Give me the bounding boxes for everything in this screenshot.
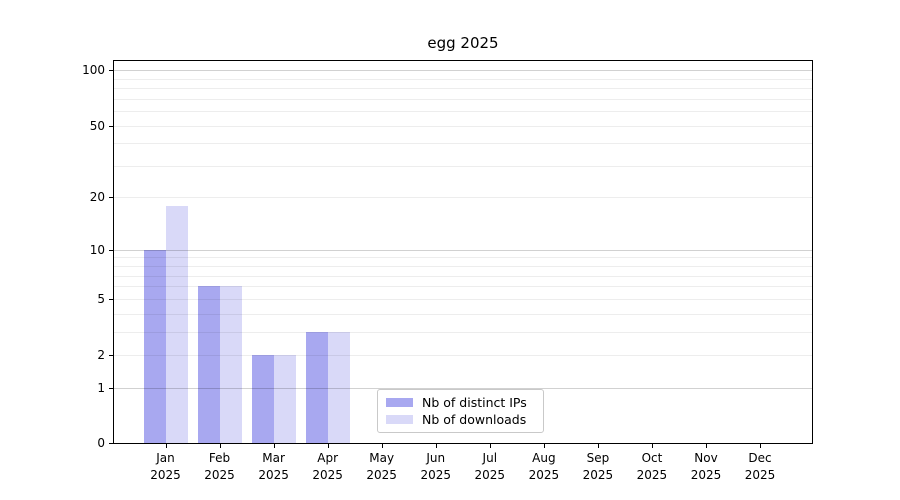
y-tick-label: 0 bbox=[97, 436, 105, 450]
x-tick bbox=[165, 444, 167, 448]
y-gridline-minor bbox=[114, 88, 812, 89]
y-tick-label: 1 bbox=[97, 380, 105, 395]
y-tick bbox=[109, 70, 113, 72]
y-tick bbox=[109, 443, 113, 444]
x-tick-label: Apr 2025 bbox=[312, 451, 343, 482]
x-tick-label: Dec 2025 bbox=[744, 451, 776, 482]
y-tick-label: 20 bbox=[89, 190, 105, 205]
bar-distinct-ips-feb bbox=[197, 286, 220, 443]
legend-entry-distinct-ips: Nb of distinct IPs bbox=[386, 395, 535, 410]
legend-label-downloads: Nb of downloads bbox=[422, 412, 527, 428]
y-gridline-minor bbox=[114, 276, 812, 277]
bar-distinct-ips-mar bbox=[251, 355, 274, 443]
y-tick bbox=[109, 197, 113, 199]
x-tick bbox=[651, 444, 653, 448]
y-tick bbox=[109, 298, 113, 300]
x-tick bbox=[219, 444, 221, 448]
y-tick-label: 10 bbox=[89, 242, 105, 257]
x-tick-label: Aug 2025 bbox=[528, 451, 560, 482]
y-gridline-minor bbox=[114, 266, 812, 267]
y-gridline-minor bbox=[114, 99, 812, 100]
y-gridline-minor bbox=[114, 126, 812, 127]
x-tick bbox=[760, 444, 762, 448]
bar-distinct-ips-jan bbox=[143, 249, 166, 443]
y-gridline-minor bbox=[114, 111, 812, 112]
y-gridline-minor bbox=[114, 332, 812, 333]
y-gridline-major bbox=[114, 388, 812, 389]
plot-area bbox=[113, 60, 813, 444]
x-tick-label: Feb 2025 bbox=[204, 451, 235, 482]
x-tick-label: Oct 2025 bbox=[636, 451, 668, 482]
bar-distinct-ips-apr bbox=[305, 331, 328, 443]
y-gridline-major bbox=[114, 250, 812, 251]
x-tick bbox=[597, 444, 599, 448]
bar-downloads-feb bbox=[219, 286, 242, 443]
x-tick-label: Jul 2025 bbox=[474, 451, 506, 482]
y-tick-label: 5 bbox=[97, 291, 105, 306]
y-tick bbox=[109, 249, 113, 251]
x-tick-label: Nov 2025 bbox=[690, 451, 722, 482]
y-gridline-major bbox=[114, 70, 812, 71]
x-tick-label: Mar 2025 bbox=[258, 451, 289, 482]
y-tick bbox=[109, 387, 113, 389]
y-gridline-minor bbox=[114, 166, 812, 167]
legend-entry-downloads: Nb of downloads bbox=[386, 412, 535, 427]
legend-swatch-distinct-ips-icon bbox=[386, 397, 413, 407]
y-gridline-minor bbox=[114, 286, 812, 287]
x-tick bbox=[381, 444, 383, 448]
x-tick bbox=[273, 444, 275, 448]
x-tick bbox=[706, 444, 707, 448]
y-gridline-minor bbox=[114, 257, 812, 258]
y-tick-label: 100 bbox=[82, 63, 105, 78]
y-gridline-minor bbox=[114, 79, 812, 80]
bar-downloads-mar bbox=[273, 355, 296, 443]
y-gridline-minor bbox=[114, 314, 812, 315]
x-tick bbox=[543, 444, 545, 448]
y-gridline-minor bbox=[114, 355, 812, 356]
y-gridline-minor bbox=[114, 197, 812, 198]
y-tick-label: 50 bbox=[89, 118, 105, 133]
bar-downloads-apr bbox=[327, 331, 350, 443]
x-tick bbox=[489, 444, 491, 448]
x-tick bbox=[435, 444, 437, 448]
legend-swatch-downloads-icon bbox=[386, 415, 413, 425]
x-tick-label: Sep 2025 bbox=[582, 451, 614, 482]
y-gridline-minor bbox=[114, 299, 812, 300]
y-tick-label: 2 bbox=[97, 348, 105, 362]
legend-label-distinct-ips: Nb of distinct IPs bbox=[422, 394, 527, 410]
x-tick-label: Jan 2025 bbox=[150, 451, 181, 482]
chart-title: egg 2025 bbox=[427, 34, 499, 52]
x-tick bbox=[327, 444, 329, 448]
y-tick bbox=[109, 355, 113, 356]
bar-downloads-jan bbox=[165, 205, 188, 443]
legend: Nb of distinct IPs Nb of downloads bbox=[377, 389, 544, 433]
y-tick bbox=[109, 125, 113, 127]
x-tick-label: Jun 2025 bbox=[420, 451, 452, 482]
y-gridline-minor bbox=[114, 143, 812, 144]
x-tick-label: May 2025 bbox=[366, 451, 397, 482]
